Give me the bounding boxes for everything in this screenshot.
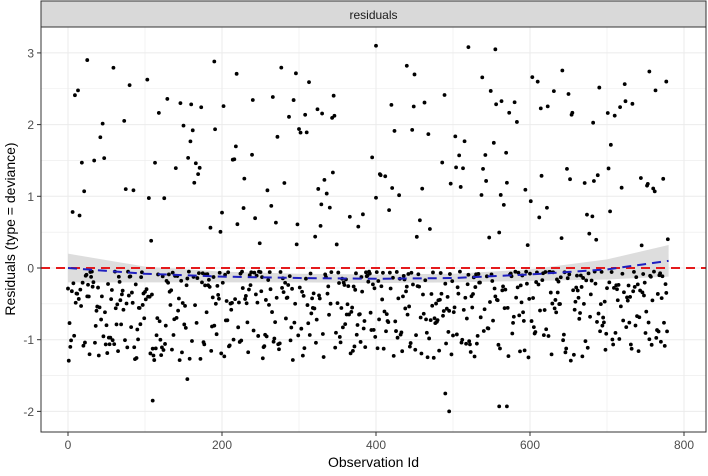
svg-text:400: 400 (366, 438, 386, 452)
svg-text:200: 200 (212, 438, 232, 452)
svg-text:2: 2 (27, 118, 34, 132)
x-axis-title: Observation Id (328, 454, 419, 470)
svg-text:0: 0 (65, 438, 72, 452)
y-axis-ticks: -2 -1 0 1 2 3 (23, 46, 41, 419)
y-axis-title: Residuals (type = deviance) (2, 142, 18, 315)
plot-panel (41, 27, 706, 432)
trend-lines (41, 259, 706, 280)
svg-text:-1: -1 (23, 333, 34, 347)
svg-text:3: 3 (27, 46, 34, 60)
svg-text:800: 800 (674, 438, 694, 452)
facet-label: residuals (349, 8, 397, 22)
x-axis-ticks: 0 200 400 600 800 (65, 432, 694, 452)
svg-text:1: 1 (27, 190, 34, 204)
svg-text:-2: -2 (23, 405, 34, 419)
facet-strip: residuals (40, 0, 707, 28)
svg-text:600: 600 (520, 438, 540, 452)
svg-text:0: 0 (27, 262, 34, 276)
